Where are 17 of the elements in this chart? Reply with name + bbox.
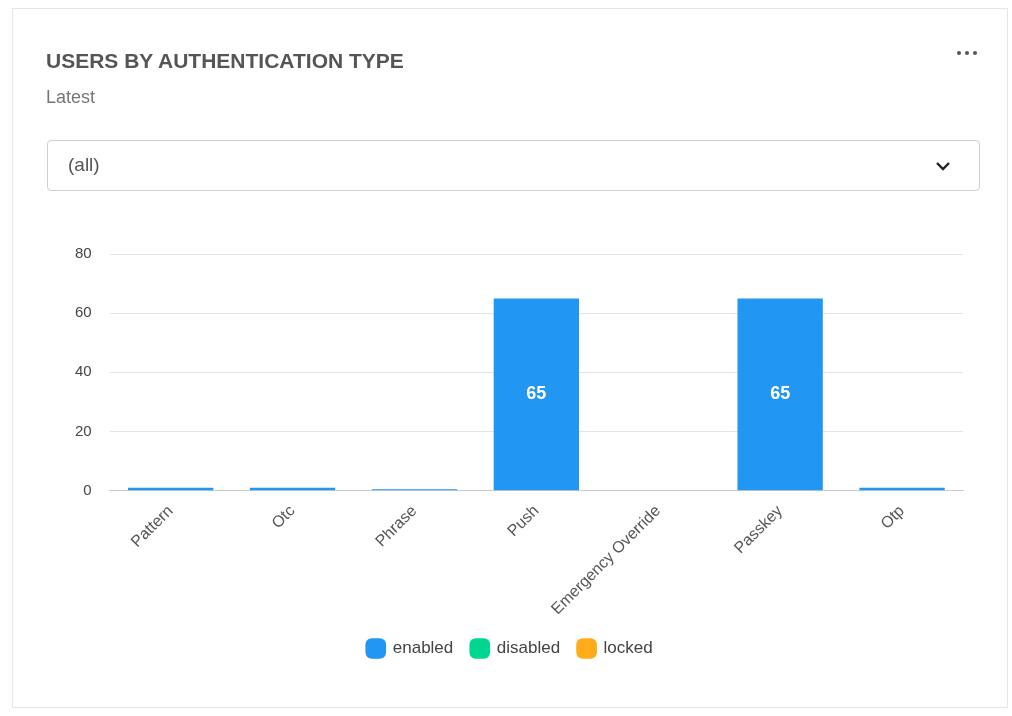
chart-subtitle: Latest — [46, 87, 96, 108]
chart-title: USERS BY AUTHENTICATION TYPE — [46, 49, 404, 73]
legend-label: locked — [603, 638, 653, 658]
y-tick-label: 60 — [75, 303, 92, 321]
y-tick-label: 40 — [75, 362, 92, 380]
data-label: 65 — [770, 383, 791, 404]
x-tick-label: Otc — [268, 501, 298, 532]
data-label: 65 — [526, 383, 547, 404]
y-tick-label: 80 — [75, 244, 92, 262]
bar — [737, 298, 823, 491]
bar — [493, 298, 580, 491]
legend-label: enabled — [392, 638, 454, 658]
y-tick-label: 0 — [83, 480, 92, 498]
x-tick-label: Otp — [877, 501, 908, 532]
legend-label: disabled — [496, 638, 561, 658]
dropdown-field: (all) — [47, 140, 980, 191]
y-tick-label: 20 — [75, 421, 92, 439]
